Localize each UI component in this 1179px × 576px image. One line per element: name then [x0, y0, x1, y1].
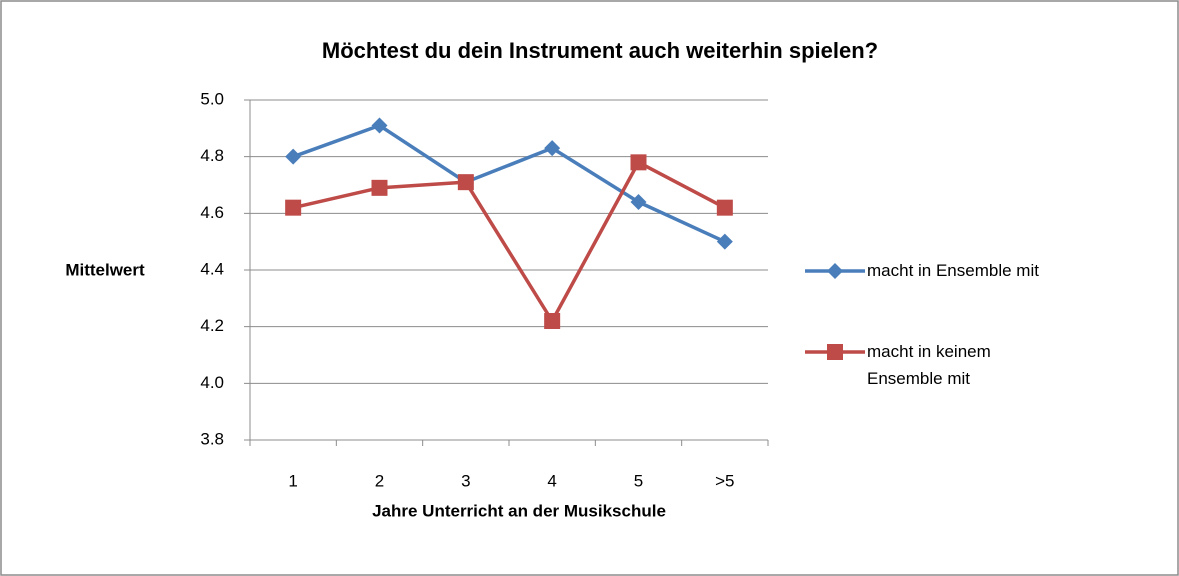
marker	[716, 199, 733, 216]
marker	[285, 199, 302, 216]
y-tick-label: 4.2	[200, 316, 224, 335]
x-tick-label: 3	[461, 471, 470, 490]
marker	[457, 174, 474, 191]
line	[292, 160, 726, 323]
legend-marker	[827, 263, 843, 279]
y-tick-label: 4.4	[200, 259, 224, 278]
x-tick-label: 2	[375, 471, 384, 490]
chart-title: Möchtest du dein Instrument auch weiterh…	[322, 38, 878, 63]
legend-marker	[827, 344, 843, 360]
marker	[630, 194, 647, 210]
line	[292, 123, 726, 244]
marker	[544, 140, 561, 157]
marker	[285, 148, 302, 165]
y-tick-label: 4.0	[200, 373, 224, 392]
y-tick-label: 3.8	[200, 429, 224, 448]
y-tick-label: 5.0	[200, 89, 224, 108]
marker	[630, 154, 647, 171]
x-tick-label: >5	[715, 471, 734, 490]
marker	[716, 233, 733, 250]
x-axis-label: Jahre Unterricht an der Musikschule	[372, 501, 666, 520]
y-axis-label: Mittelwert	[65, 260, 145, 279]
y-tick-label: 4.6	[200, 203, 224, 222]
x-tick-label: 4	[547, 471, 556, 490]
x-tick-label: 1	[288, 471, 297, 490]
legend-label: macht in keinem Ensemble mit	[867, 342, 991, 388]
y-tick-label: 4.8	[200, 146, 224, 165]
x-tick-label: 5	[634, 471, 643, 490]
marker	[544, 313, 561, 329]
legend-label: macht in Ensemble mit	[867, 261, 1039, 280]
marker	[371, 179, 388, 196]
marker	[371, 117, 388, 134]
